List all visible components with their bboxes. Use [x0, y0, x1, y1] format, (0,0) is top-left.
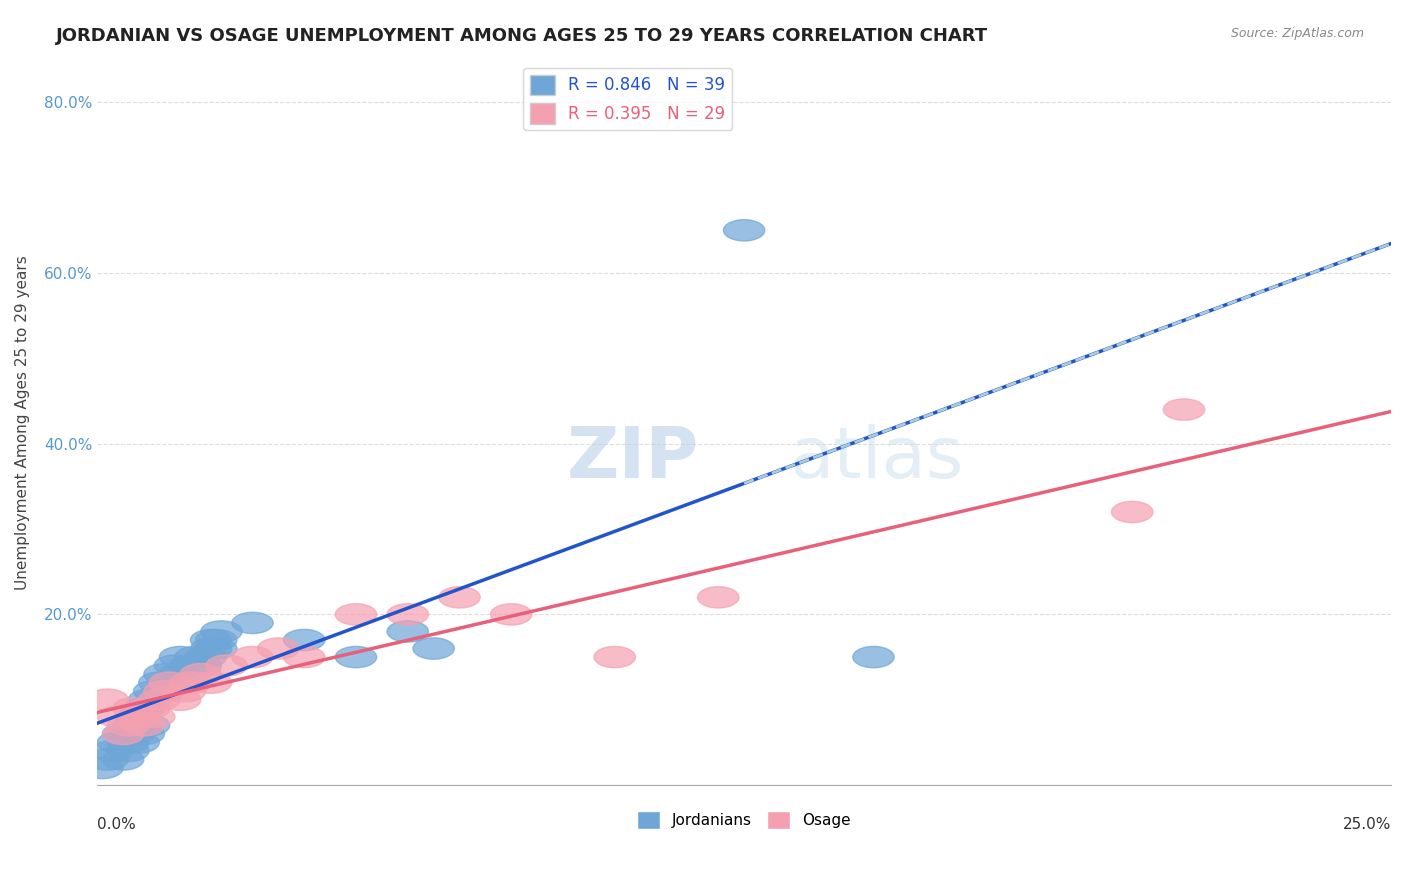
- Ellipse shape: [232, 647, 273, 668]
- Ellipse shape: [335, 604, 377, 625]
- Ellipse shape: [232, 612, 273, 633]
- Ellipse shape: [595, 647, 636, 668]
- Ellipse shape: [103, 723, 143, 745]
- Legend: Jordanians, Osage: Jordanians, Osage: [631, 805, 858, 836]
- Ellipse shape: [134, 706, 174, 728]
- Ellipse shape: [82, 757, 124, 779]
- Ellipse shape: [112, 723, 155, 745]
- Text: JORDANIAN VS OSAGE UNEMPLOYMENT AMONG AGES 25 TO 29 YEARS CORRELATION CHART: JORDANIAN VS OSAGE UNEMPLOYMENT AMONG AG…: [56, 27, 988, 45]
- Ellipse shape: [387, 604, 429, 625]
- Ellipse shape: [118, 731, 159, 753]
- Ellipse shape: [159, 664, 201, 685]
- Ellipse shape: [139, 672, 180, 693]
- Ellipse shape: [128, 714, 170, 736]
- Ellipse shape: [103, 748, 143, 770]
- Ellipse shape: [87, 748, 128, 770]
- Ellipse shape: [149, 672, 190, 693]
- Ellipse shape: [190, 630, 232, 650]
- Ellipse shape: [159, 647, 201, 668]
- Ellipse shape: [143, 664, 186, 685]
- Ellipse shape: [128, 690, 170, 710]
- Ellipse shape: [112, 698, 155, 719]
- Ellipse shape: [284, 647, 325, 668]
- Ellipse shape: [853, 647, 894, 668]
- Ellipse shape: [284, 630, 325, 650]
- Text: Source: ZipAtlas.com: Source: ZipAtlas.com: [1230, 27, 1364, 40]
- Ellipse shape: [190, 672, 232, 693]
- Ellipse shape: [124, 698, 165, 719]
- Ellipse shape: [257, 638, 299, 659]
- Ellipse shape: [1163, 399, 1205, 420]
- Ellipse shape: [124, 723, 165, 745]
- Ellipse shape: [1112, 501, 1153, 523]
- Ellipse shape: [134, 681, 174, 702]
- Ellipse shape: [186, 647, 226, 668]
- Ellipse shape: [139, 690, 180, 710]
- Ellipse shape: [149, 672, 190, 693]
- Ellipse shape: [97, 731, 139, 753]
- Ellipse shape: [174, 647, 217, 668]
- Ellipse shape: [97, 706, 139, 728]
- Ellipse shape: [118, 706, 159, 728]
- Ellipse shape: [143, 681, 186, 702]
- Ellipse shape: [108, 731, 149, 753]
- Ellipse shape: [155, 655, 195, 676]
- Ellipse shape: [195, 638, 238, 659]
- Ellipse shape: [180, 664, 222, 685]
- Ellipse shape: [170, 655, 211, 676]
- Y-axis label: Unemployment Among Ages 25 to 29 years: Unemployment Among Ages 25 to 29 years: [15, 255, 30, 590]
- Ellipse shape: [170, 672, 211, 693]
- Ellipse shape: [387, 621, 429, 642]
- Text: atlas: atlas: [789, 424, 963, 493]
- Ellipse shape: [205, 655, 247, 676]
- Ellipse shape: [190, 638, 232, 659]
- Ellipse shape: [91, 740, 134, 762]
- Ellipse shape: [180, 655, 222, 676]
- Ellipse shape: [87, 690, 128, 710]
- Ellipse shape: [165, 681, 205, 702]
- Ellipse shape: [124, 714, 165, 736]
- Ellipse shape: [413, 638, 454, 659]
- Ellipse shape: [697, 587, 740, 608]
- Ellipse shape: [335, 647, 377, 668]
- Ellipse shape: [491, 604, 531, 625]
- Ellipse shape: [108, 740, 149, 762]
- Ellipse shape: [724, 219, 765, 241]
- Ellipse shape: [159, 690, 201, 710]
- Ellipse shape: [201, 621, 242, 642]
- Ellipse shape: [118, 706, 159, 728]
- Text: ZIP: ZIP: [567, 424, 699, 493]
- Ellipse shape: [103, 723, 143, 745]
- Ellipse shape: [128, 698, 170, 719]
- Ellipse shape: [108, 714, 149, 736]
- Text: 0.0%: 0.0%: [97, 816, 136, 831]
- Ellipse shape: [439, 587, 481, 608]
- Ellipse shape: [112, 714, 155, 736]
- Ellipse shape: [195, 630, 238, 650]
- Text: 25.0%: 25.0%: [1343, 816, 1391, 831]
